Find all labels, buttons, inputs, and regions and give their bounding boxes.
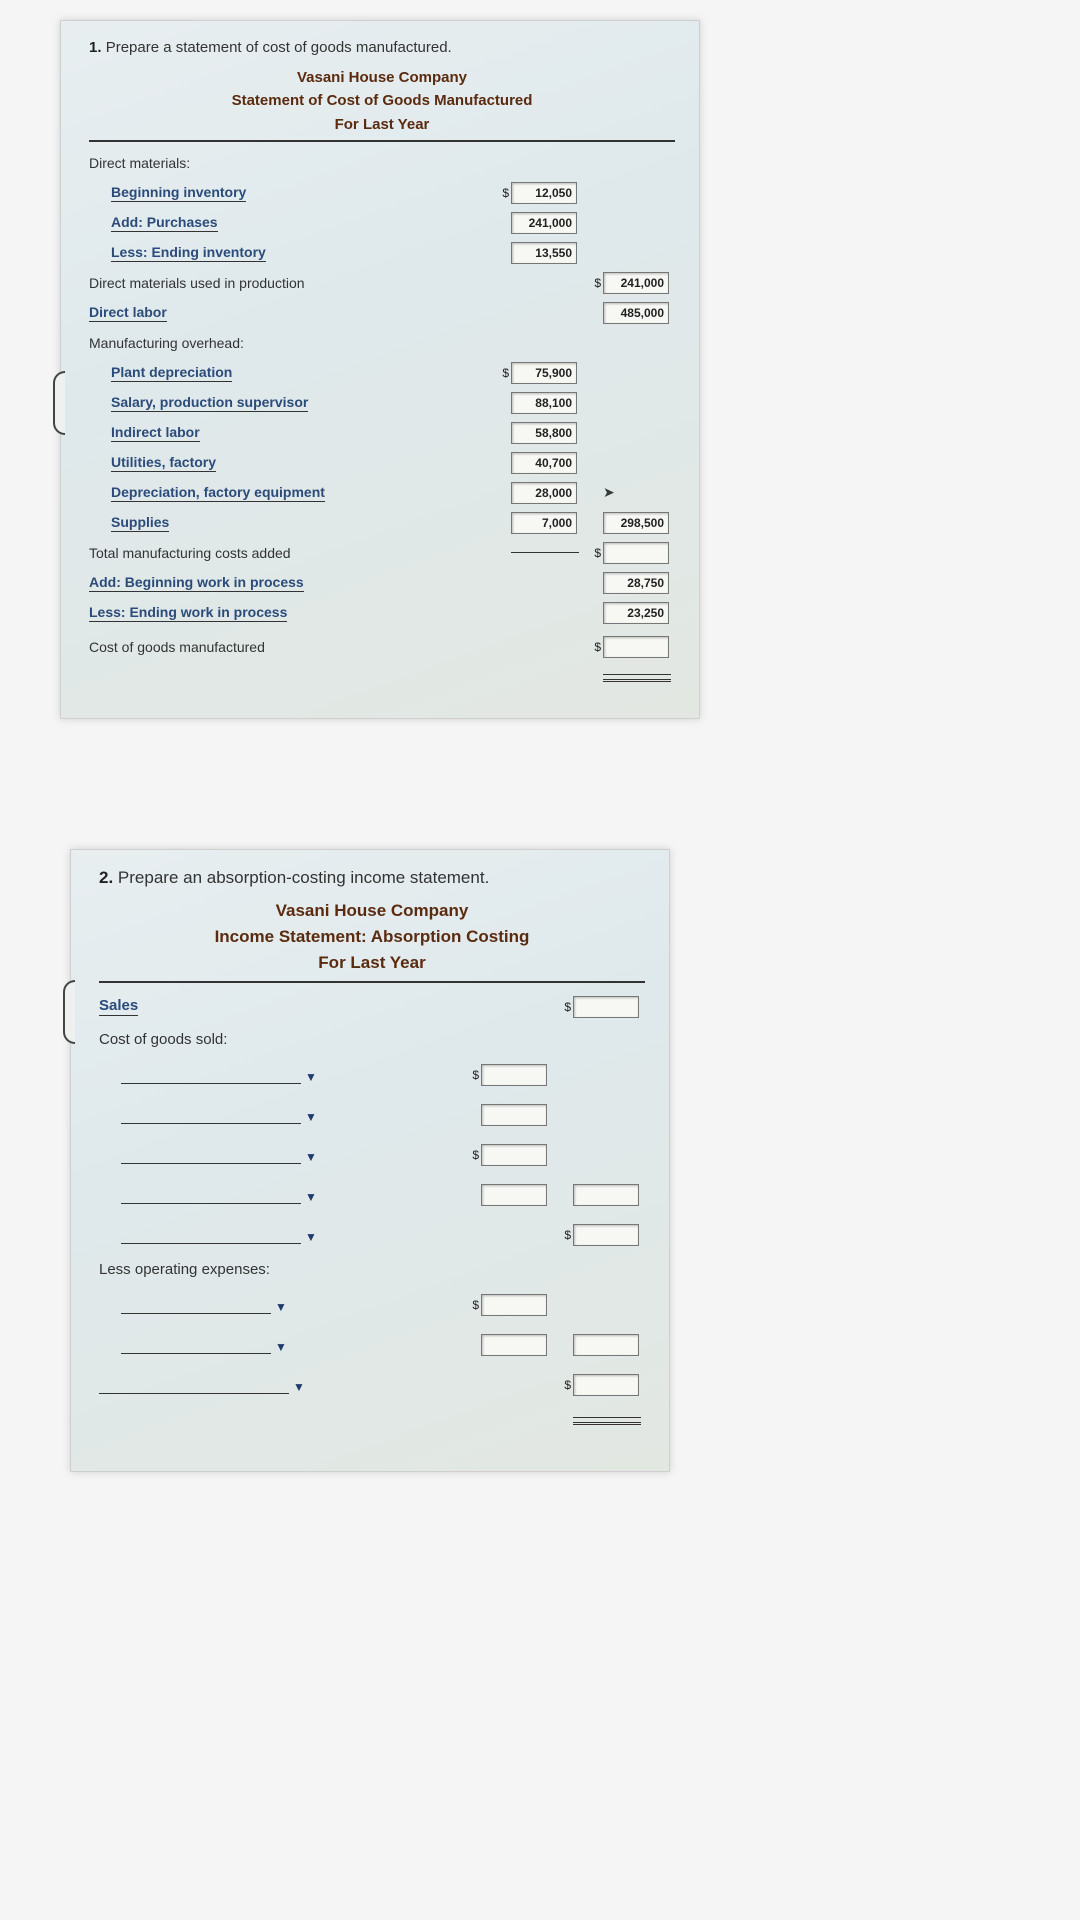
dollar-sign-6: $ [553, 1000, 573, 1014]
mouse-cursor-icon: ➤ [603, 484, 675, 501]
less-ending-inventory-label[interactable]: Less: Ending inventory [111, 244, 266, 262]
dollar-sign-9: $ [553, 1228, 573, 1242]
plant-depreciation-input[interactable] [511, 362, 577, 384]
header-rule-2 [99, 981, 645, 983]
beginning-inventory-input[interactable] [511, 182, 577, 204]
dollar-sign: $ [454, 186, 511, 200]
q2-period: For Last Year [99, 950, 645, 976]
gross-margin-input[interactable] [573, 1224, 639, 1246]
depreciation-equipment-label[interactable]: Depreciation, factory equipment [111, 484, 325, 502]
cogs-line-1-input[interactable] [481, 1064, 547, 1086]
q2-title: Income Statement: Absorption Costing [99, 924, 645, 950]
left-tab-handle[interactable] [53, 371, 65, 435]
q1-title: Statement of Cost of Goods Manufactured [89, 89, 675, 112]
plant-depreciation-label[interactable]: Plant depreciation [111, 364, 232, 382]
opex-line-1-select[interactable] [121, 1295, 271, 1314]
cogs-line-1-select[interactable] [121, 1065, 301, 1084]
sales-input[interactable] [573, 996, 639, 1018]
opex-line-1-input[interactable] [481, 1294, 547, 1316]
cogs-line-4-select[interactable] [121, 1185, 301, 1204]
q1-number: 1. [89, 39, 102, 56]
indirect-labor-input[interactable] [511, 422, 577, 444]
cogs-header: Cost of goods sold: [99, 1031, 227, 1048]
salary-supervisor-input[interactable] [511, 392, 577, 414]
cogs-line-2-select[interactable] [121, 1105, 301, 1124]
cogs-line-5-select[interactable] [121, 1225, 301, 1244]
cogm-label: Cost of goods manufactured [89, 639, 265, 655]
chevron-down-icon[interactable]: ▼ [305, 1230, 317, 1244]
chevron-down-icon[interactable]: ▼ [305, 1190, 317, 1204]
chevron-down-icon[interactable]: ▼ [275, 1340, 287, 1354]
moh-header: Manufacturing overhead: [89, 335, 244, 351]
salary-supervisor-label[interactable]: Salary, production supervisor [111, 394, 308, 412]
cogm-input[interactable] [603, 636, 669, 658]
cogs-line-4-input[interactable] [481, 1184, 547, 1206]
q2-number: 2. [99, 868, 113, 887]
q2-text: Prepare an absorption-costing income sta… [118, 868, 489, 887]
less-ewip-label[interactable]: Less: Ending work in process [89, 604, 287, 622]
dm-header: Direct materials: [89, 155, 190, 171]
cogs-subtotal-input[interactable] [573, 1184, 639, 1206]
net-income-input[interactable] [573, 1374, 639, 1396]
add-bwip-input[interactable] [603, 572, 669, 594]
q1-company: Vasani House Company [89, 66, 675, 89]
income-statement-panel: 2. Prepare an absorption-costing income … [70, 849, 670, 1472]
dollar-sign-8: $ [424, 1148, 481, 1162]
left-tab-handle-2[interactable] [63, 980, 75, 1044]
depreciation-equipment-input[interactable] [511, 482, 577, 504]
net-income-select[interactable] [99, 1375, 289, 1394]
dollar-sign-2: $ [583, 276, 603, 290]
beginning-inventory-label[interactable]: Beginning inventory [111, 184, 246, 202]
dollar-sign-7: $ [424, 1068, 481, 1082]
statement-cogm-panel: 1. Prepare a statement of cost of goods … [60, 20, 700, 719]
less-ewip-input[interactable] [603, 602, 669, 624]
supplies-label[interactable]: Supplies [111, 514, 169, 532]
tmc-label: Total manufacturing costs added [89, 545, 291, 561]
chevron-down-icon[interactable]: ▼ [305, 1110, 317, 1124]
moh-total-input[interactable] [603, 512, 669, 534]
q1-period: For Last Year [89, 113, 675, 136]
dollar-sign-4: $ [583, 546, 603, 560]
opex-total-input[interactable] [573, 1334, 639, 1356]
cogs-line-2-input[interactable] [481, 1104, 547, 1126]
q2-company: Vasani House Company [99, 898, 645, 924]
add-purchases-label[interactable]: Add: Purchases [111, 214, 218, 232]
chevron-down-icon[interactable]: ▼ [305, 1150, 317, 1164]
dollar-sign-10: $ [424, 1298, 481, 1312]
dollar-sign-11: $ [553, 1378, 573, 1392]
supplies-input[interactable] [511, 512, 577, 534]
cogs-line-3-select[interactable] [121, 1145, 301, 1164]
q2-prompt: 2. Prepare an absorption-costing income … [99, 868, 645, 888]
add-purchases-input[interactable] [511, 212, 577, 234]
double-rule [603, 674, 671, 682]
dollar-sign-5: $ [583, 640, 603, 654]
less-op-header: Less operating expenses: [99, 1261, 270, 1278]
tmc-input[interactable] [603, 542, 669, 564]
utilities-factory-input[interactable] [511, 452, 577, 474]
subtotal-rule [511, 552, 579, 553]
dollar-sign-3: $ [454, 366, 511, 380]
indirect-labor-label[interactable]: Indirect labor [111, 424, 200, 442]
dm-used-input[interactable] [603, 272, 669, 294]
direct-labor-label[interactable]: Direct labor [89, 304, 167, 322]
cogs-line-3-input[interactable] [481, 1144, 547, 1166]
opex-line-2-select[interactable] [121, 1335, 271, 1354]
sales-label[interactable]: Sales [99, 997, 138, 1016]
header-rule [89, 140, 675, 142]
less-ending-inventory-input[interactable] [511, 242, 577, 264]
chevron-down-icon[interactable]: ▼ [293, 1380, 305, 1394]
utilities-factory-label[interactable]: Utilities, factory [111, 454, 216, 472]
dm-used-label: Direct materials used in production [89, 275, 305, 291]
q1-text: Prepare a statement of cost of goods man… [106, 39, 452, 56]
opex-line-2-input[interactable] [481, 1334, 547, 1356]
chevron-down-icon[interactable]: ▼ [275, 1300, 287, 1314]
direct-labor-input[interactable] [603, 302, 669, 324]
q1-prompt: 1. Prepare a statement of cost of goods … [89, 39, 675, 56]
double-rule-2 [573, 1417, 641, 1425]
chevron-down-icon[interactable]: ▼ [305, 1070, 317, 1084]
add-bwip-label[interactable]: Add: Beginning work in process [89, 574, 304, 592]
